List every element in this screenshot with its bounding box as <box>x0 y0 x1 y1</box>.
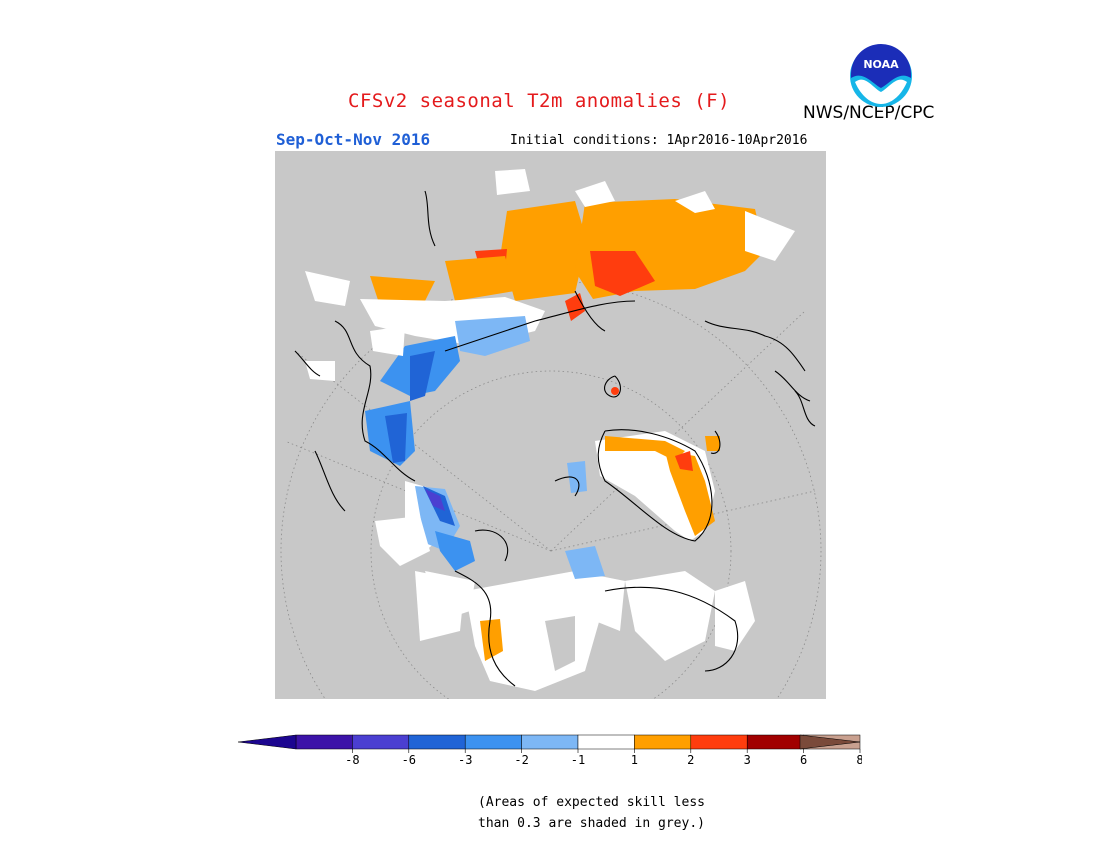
colorbar-tick-label: -1 <box>571 753 585 767</box>
polar-map <box>275 151 826 699</box>
colorbar-tick-label: -8 <box>345 753 359 767</box>
colorbar-ticks: -8 -6 -3 -2 -1 1 2 3 6 8 <box>345 749 862 767</box>
colorbar-tick-label: -2 <box>514 753 528 767</box>
chart-title: CFSv2 seasonal T2m anomalies (F) <box>348 90 731 112</box>
latitude-circle <box>280 280 822 699</box>
colorbar-cell <box>295 734 353 750</box>
colorbar-tick-label: 8 <box>856 753 862 767</box>
meridian-line <box>284 440 552 552</box>
noaa-logo-text: NOAA <box>863 58 899 71</box>
colorbar-tick-label: 1 <box>631 753 638 767</box>
agency-label: NWS/NCEP/CPC <box>803 103 935 123</box>
noaa-logo: NOAA <box>850 44 912 107</box>
meridian-line <box>294 350 552 552</box>
colorbar-cell <box>464 734 522 750</box>
colorbar-cells <box>295 734 861 750</box>
region-africa-middle-east <box>370 169 795 321</box>
region-canadian-arctic <box>625 571 755 661</box>
colorbar: -8 -6 -3 -2 -1 1 2 3 6 8 <box>238 734 862 767</box>
region-north-america <box>415 546 625 691</box>
season-label: Sep-Oct-Nov 2016 <box>276 130 431 149</box>
colorbar-cell <box>634 734 692 750</box>
colorbar-right-arrow <box>799 734 861 750</box>
skill-note: (Areas of expected skill less than 0.3 a… <box>478 792 705 834</box>
skill-note-line1: (Areas of expected skill less <box>478 795 705 810</box>
latitude-circle <box>370 370 732 699</box>
colorbar-cell <box>746 734 804 750</box>
colorbar-tick-label: -6 <box>402 753 416 767</box>
colorbar-cell <box>352 734 410 750</box>
coastlines <box>294 190 816 687</box>
anomaly-spot <box>611 387 619 395</box>
colorbar-left-arrow <box>238 734 297 750</box>
colorbar-cell <box>408 734 466 750</box>
colorbar-tick-label: -3 <box>458 753 472 767</box>
colorbar-tick-label: 3 <box>744 753 751 767</box>
region-greenland <box>567 431 720 541</box>
initial-conditions-label: Initial conditions: 1Apr2016-10Apr2016 <box>510 133 808 148</box>
colorbar-tick-label: 6 <box>800 753 807 767</box>
colorbar-cell <box>690 734 748 750</box>
colorbar-cell <box>577 734 635 750</box>
region-europe-russia <box>305 271 545 466</box>
skill-note-line2: than 0.3 are shaded in grey.) <box>478 816 705 831</box>
colorbar-cell <box>521 734 579 750</box>
colorbar-tick-label: 2 <box>687 753 694 767</box>
